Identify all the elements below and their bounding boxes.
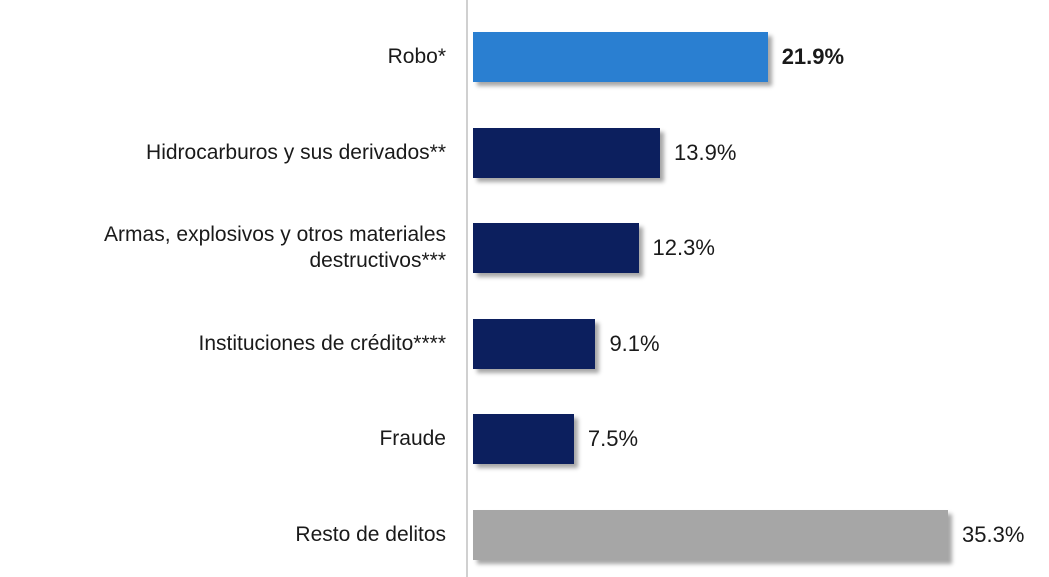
- category-label: Instituciones de crédito****: [198, 331, 446, 355]
- value-label: 13.9%: [674, 139, 737, 165]
- bar: [473, 414, 574, 465]
- bar: [473, 223, 639, 274]
- value-label: 35.3%: [962, 522, 1025, 547]
- value-label: 21.9%: [781, 44, 845, 69]
- bar: [473, 510, 948, 560]
- value-label: 9.1%: [609, 330, 660, 356]
- bar: [473, 318, 596, 369]
- category-label: Robo*: [387, 45, 446, 68]
- category-label: Armas, explosivos y otros materiales des…: [104, 223, 446, 273]
- category-axis: [466, 0, 468, 577]
- category-label: Fraude: [379, 427, 446, 451]
- category-label: Hidrocarburos y sus derivados**: [146, 140, 446, 164]
- value-label: 12.3%: [652, 235, 715, 261]
- value-label: 7.5%: [587, 426, 639, 452]
- category-label: Resto de delitos: [295, 523, 446, 546]
- bar: [473, 127, 661, 178]
- bar: [473, 32, 768, 82]
